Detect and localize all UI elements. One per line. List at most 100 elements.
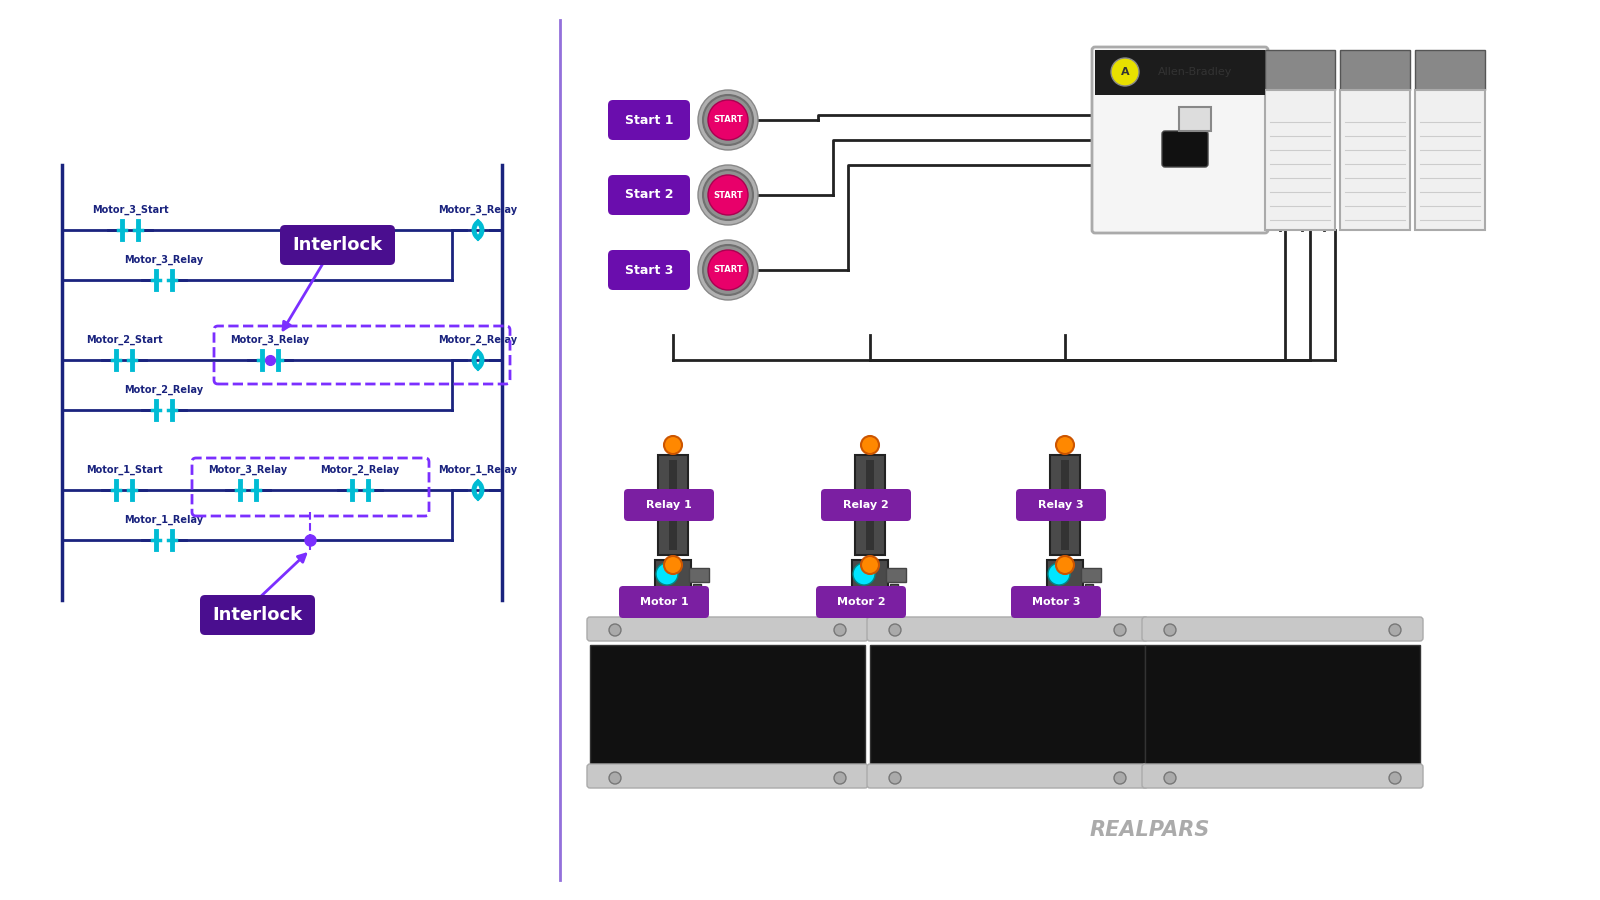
Circle shape (1114, 772, 1126, 784)
FancyBboxPatch shape (1091, 47, 1267, 233)
Circle shape (698, 165, 758, 225)
Circle shape (664, 436, 682, 454)
Circle shape (853, 563, 875, 585)
Bar (690, 568, 709, 582)
Circle shape (1389, 624, 1402, 636)
Text: Motor_3_Relay: Motor_3_Relay (208, 464, 288, 475)
Text: Motor_1_Relay: Motor_1_Relay (438, 464, 517, 475)
FancyBboxPatch shape (1142, 617, 1422, 641)
Bar (870, 645, 1146, 770)
Circle shape (1165, 624, 1176, 636)
FancyBboxPatch shape (1142, 764, 1422, 788)
FancyBboxPatch shape (619, 586, 709, 618)
Circle shape (890, 624, 901, 636)
Circle shape (861, 436, 878, 454)
FancyBboxPatch shape (821, 489, 910, 521)
Circle shape (698, 90, 758, 150)
Circle shape (834, 624, 846, 636)
Circle shape (656, 563, 678, 585)
Circle shape (702, 170, 754, 220)
Text: Motor_2_Relay: Motor_2_Relay (320, 464, 400, 475)
FancyBboxPatch shape (1011, 586, 1101, 618)
Text: START: START (714, 191, 742, 200)
Circle shape (702, 245, 754, 295)
Bar (854, 455, 885, 555)
Bar (1266, 90, 1334, 230)
Text: Motor_2_Relay: Motor_2_Relay (125, 384, 203, 395)
Text: Motor 2: Motor 2 (837, 597, 885, 607)
Bar (1094, 50, 1266, 95)
FancyBboxPatch shape (1179, 107, 1211, 131)
FancyBboxPatch shape (816, 586, 906, 618)
Bar (1341, 90, 1410, 230)
FancyBboxPatch shape (608, 100, 690, 140)
Text: START: START (714, 266, 742, 274)
Circle shape (1056, 556, 1074, 574)
Circle shape (890, 772, 901, 784)
Bar (890, 584, 898, 594)
Text: Interlock: Interlock (213, 606, 302, 624)
Bar (1414, 50, 1485, 90)
Circle shape (707, 250, 749, 290)
Bar (1085, 584, 1093, 594)
Bar (1046, 560, 1083, 588)
Text: Start 1: Start 1 (624, 113, 674, 127)
Bar (1266, 50, 1334, 90)
Circle shape (1056, 436, 1074, 454)
Text: Motor 1: Motor 1 (640, 597, 688, 607)
FancyBboxPatch shape (624, 489, 714, 521)
Circle shape (1389, 772, 1402, 784)
FancyBboxPatch shape (280, 225, 395, 265)
Text: Start 3: Start 3 (626, 264, 674, 276)
Bar (886, 568, 906, 582)
Circle shape (610, 624, 621, 636)
Circle shape (834, 772, 846, 784)
Text: Motor_2_Start: Motor_2_Start (86, 335, 162, 345)
Text: Motor_3_Relay: Motor_3_Relay (438, 204, 517, 215)
Bar (693, 584, 701, 594)
FancyBboxPatch shape (1016, 489, 1106, 521)
Bar (1341, 50, 1410, 90)
Bar (1082, 568, 1101, 582)
Bar (1414, 90, 1485, 230)
Text: Motor_1_Relay: Motor_1_Relay (125, 515, 203, 525)
Bar (1050, 455, 1080, 555)
Circle shape (610, 772, 621, 784)
Text: Relay 2: Relay 2 (843, 500, 890, 510)
Bar (658, 455, 688, 555)
Text: Motor 3: Motor 3 (1032, 597, 1080, 607)
Text: Motor_2_Relay: Motor_2_Relay (438, 335, 517, 345)
Circle shape (707, 100, 749, 140)
Bar (1146, 645, 1421, 770)
Circle shape (698, 240, 758, 300)
FancyBboxPatch shape (587, 617, 867, 641)
Bar (669, 460, 677, 550)
Circle shape (1048, 563, 1070, 585)
Text: Motor_1_Start: Motor_1_Start (86, 464, 162, 475)
Circle shape (664, 556, 682, 574)
Circle shape (861, 556, 878, 574)
Text: START: START (714, 115, 742, 124)
Text: Interlock: Interlock (293, 236, 382, 254)
FancyBboxPatch shape (608, 250, 690, 290)
FancyBboxPatch shape (608, 175, 690, 215)
Circle shape (702, 95, 754, 145)
FancyBboxPatch shape (587, 764, 867, 788)
FancyBboxPatch shape (1162, 131, 1208, 167)
Text: Allen-Bradley: Allen-Bradley (1158, 67, 1232, 77)
Circle shape (1114, 624, 1126, 636)
Text: Motor_3_Relay: Motor_3_Relay (230, 335, 309, 345)
Circle shape (707, 175, 749, 215)
Bar (590, 645, 866, 770)
Text: A: A (1120, 67, 1130, 77)
Text: Relay 3: Relay 3 (1038, 500, 1083, 510)
Text: Start 2: Start 2 (624, 188, 674, 202)
Bar (654, 560, 691, 588)
Text: Motor_3_Relay: Motor_3_Relay (125, 255, 203, 265)
Circle shape (1165, 772, 1176, 784)
FancyBboxPatch shape (200, 595, 315, 635)
Text: Motor_3_Start: Motor_3_Start (91, 204, 168, 215)
Circle shape (1110, 58, 1139, 86)
Text: Relay 1: Relay 1 (646, 500, 691, 510)
Bar (866, 460, 874, 550)
